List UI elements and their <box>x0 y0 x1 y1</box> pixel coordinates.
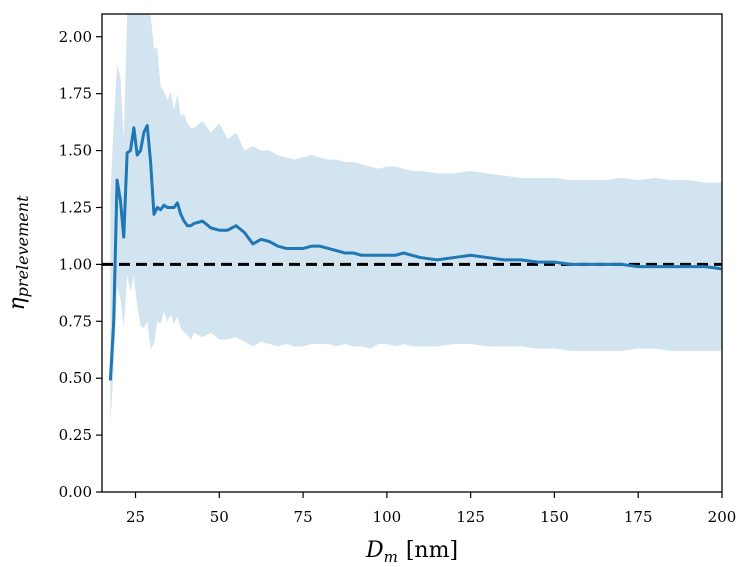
y-tick-label: 1.25 <box>59 198 92 216</box>
y-axis-label-sub: prelevement <box>13 195 32 297</box>
x-tick-label: 25 <box>126 508 145 526</box>
x-tick-label: 100 <box>373 508 402 526</box>
y-tick-label: 1.50 <box>59 142 92 160</box>
x-tick-label: 50 <box>210 508 229 526</box>
y-tick-label: 0.00 <box>59 483 92 501</box>
y-tick-label: 0.25 <box>59 426 92 444</box>
x-tick-label: 125 <box>456 508 485 526</box>
y-tick-label: 2.00 <box>59 28 92 46</box>
x-tick-label: 150 <box>540 508 569 526</box>
y-tick-label: 0.50 <box>59 369 92 387</box>
x-axis-label-main: D <box>365 538 384 563</box>
y-axis-label: ηprelevement <box>5 195 32 311</box>
x-axis-label-unit: [nm] <box>406 538 458 563</box>
y-tick-label: 1.00 <box>59 255 92 273</box>
x-tick-label: 75 <box>294 508 313 526</box>
y-tick-label: 1.75 <box>59 85 92 103</box>
x-tick-label: 200 <box>708 508 737 526</box>
x-axis-label: Dm [nm] <box>365 538 458 566</box>
y-axis-ticks: 0.00 0.25 0.50 0.75 1.00 1.25 1.50 1.75 2.00 <box>59 28 102 501</box>
series-line <box>108 124 722 381</box>
x-axis-label-sub: m <box>384 548 398 566</box>
y-tick-label: 0.75 <box>59 312 92 330</box>
x-axis-ticks: 25 50 75 100 125 150 175 200 <box>126 492 736 526</box>
y-axis-label-main: η <box>5 297 30 310</box>
plot-area <box>102 14 722 424</box>
uncertainty-band <box>110 14 722 424</box>
x-tick-label: 175 <box>624 508 653 526</box>
plot-frame <box>101 13 723 493</box>
